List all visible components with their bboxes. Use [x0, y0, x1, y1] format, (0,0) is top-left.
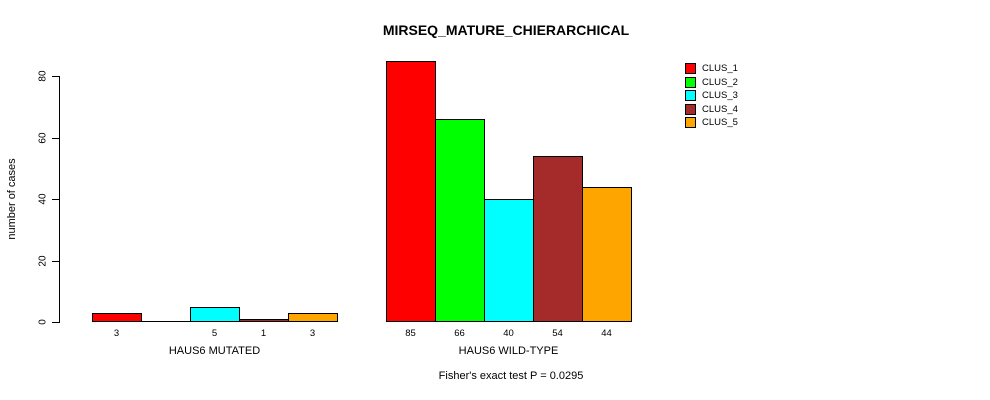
y-axis-tick-label: 80	[37, 70, 49, 82]
bar	[484, 199, 534, 322]
bar	[288, 313, 338, 322]
bar-value-label: 3	[113, 328, 120, 339]
y-axis-tick-label: 40	[37, 193, 49, 205]
y-axis-tick	[52, 261, 59, 262]
bar	[582, 187, 632, 322]
bar	[386, 61, 436, 322]
y-axis-tick	[52, 138, 59, 139]
x-axis-group-label: HAUS6 MUTATED	[168, 345, 261, 357]
bar-value-label: 44	[601, 328, 612, 339]
bar-value-label: 3	[309, 328, 316, 339]
bar	[435, 119, 485, 322]
y-axis-tick-label: 0	[37, 319, 49, 325]
y-axis-tick-label: 20	[37, 255, 49, 267]
legend-swatch	[685, 117, 696, 128]
bar-value-label: 1	[260, 328, 267, 339]
y-axis-tick-label: 60	[37, 132, 49, 144]
legend-label: CLUS_4	[702, 103, 738, 115]
legend-swatch	[685, 103, 696, 115]
y-axis-tick	[52, 322, 59, 323]
legend-swatch	[685, 63, 696, 74]
y-axis-tick	[52, 199, 59, 200]
chart-title: MIRSEQ_MATURE_CHIERARCHICAL	[382, 22, 630, 38]
annotation-fisher-test: Fisher's exact test P = 0.0295	[438, 370, 584, 382]
y-axis-line	[59, 76, 60, 323]
y-axis-label: number of cases	[6, 158, 18, 240]
x-axis-group-label: HAUS6 WILD-TYPE	[458, 345, 559, 357]
bar-value-label: 66	[454, 328, 465, 339]
bar-zero	[141, 321, 191, 322]
legend-swatch	[685, 90, 696, 101]
bar	[533, 156, 583, 322]
bar-value-label: 54	[552, 328, 563, 339]
bar-value-label: 85	[405, 328, 416, 339]
legend-label: CLUS_1	[702, 63, 738, 74]
bar	[239, 319, 289, 322]
bar-value-label: 5	[211, 328, 218, 339]
legend-swatch	[685, 76, 696, 88]
legend-label: CLUS_2	[702, 76, 738, 88]
y-axis-tick	[52, 76, 59, 77]
legend-label: CLUS_5	[702, 117, 738, 128]
bar	[190, 307, 240, 322]
bar-value-label: 40	[503, 328, 514, 339]
legend-label: CLUS_3	[702, 90, 738, 101]
bar	[92, 313, 142, 322]
